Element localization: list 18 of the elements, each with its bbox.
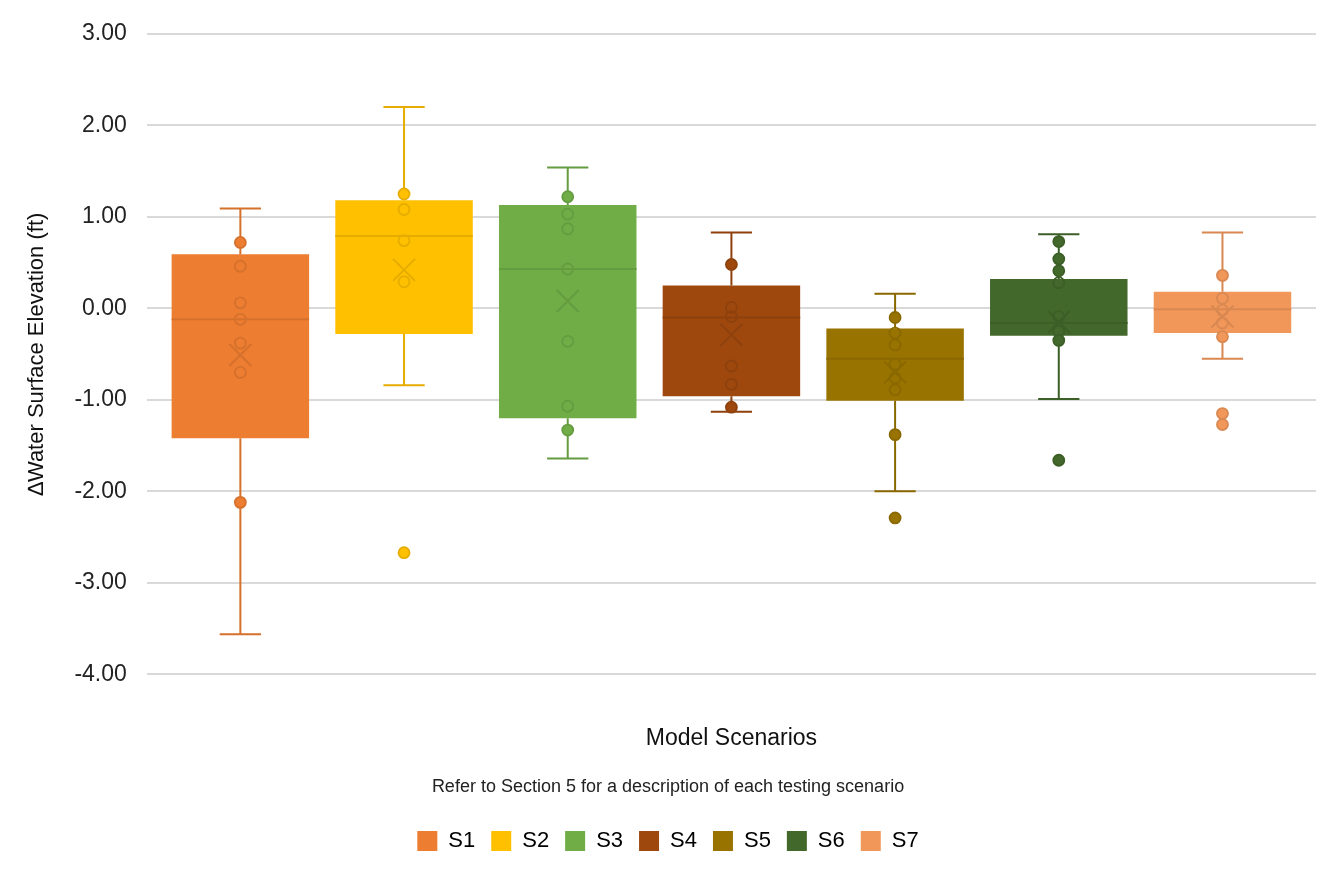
y-tick-label: -4.00 — [74, 659, 127, 686]
y-tick-label: 2.00 — [82, 110, 127, 137]
legend-label: S3 — [596, 827, 624, 853]
y-tick-label: 3.00 — [82, 19, 127, 46]
legend-label: S5 — [743, 827, 771, 853]
y-axis-title: ∆Water Surface Elevation (ft) — [23, 212, 49, 496]
y-tick-label: -2.00 — [74, 476, 127, 503]
y-tick-label: 0.00 — [82, 293, 127, 320]
x-axis-title: Model Scenarios — [645, 723, 818, 750]
legend-label: S6 — [817, 827, 845, 853]
legend-label: S1 — [448, 827, 476, 853]
legend-label: S7 — [891, 827, 919, 853]
legend-label: S2 — [522, 827, 550, 853]
legend-label: S4 — [670, 827, 697, 853]
y-tick-label: -1.00 — [74, 385, 127, 412]
text: Refer to Section 5 for a description of each testing scenario — [431, 776, 905, 797]
y-tick-label: -3.00 — [74, 568, 127, 595]
y-tick-label: 1.00 — [82, 202, 127, 229]
